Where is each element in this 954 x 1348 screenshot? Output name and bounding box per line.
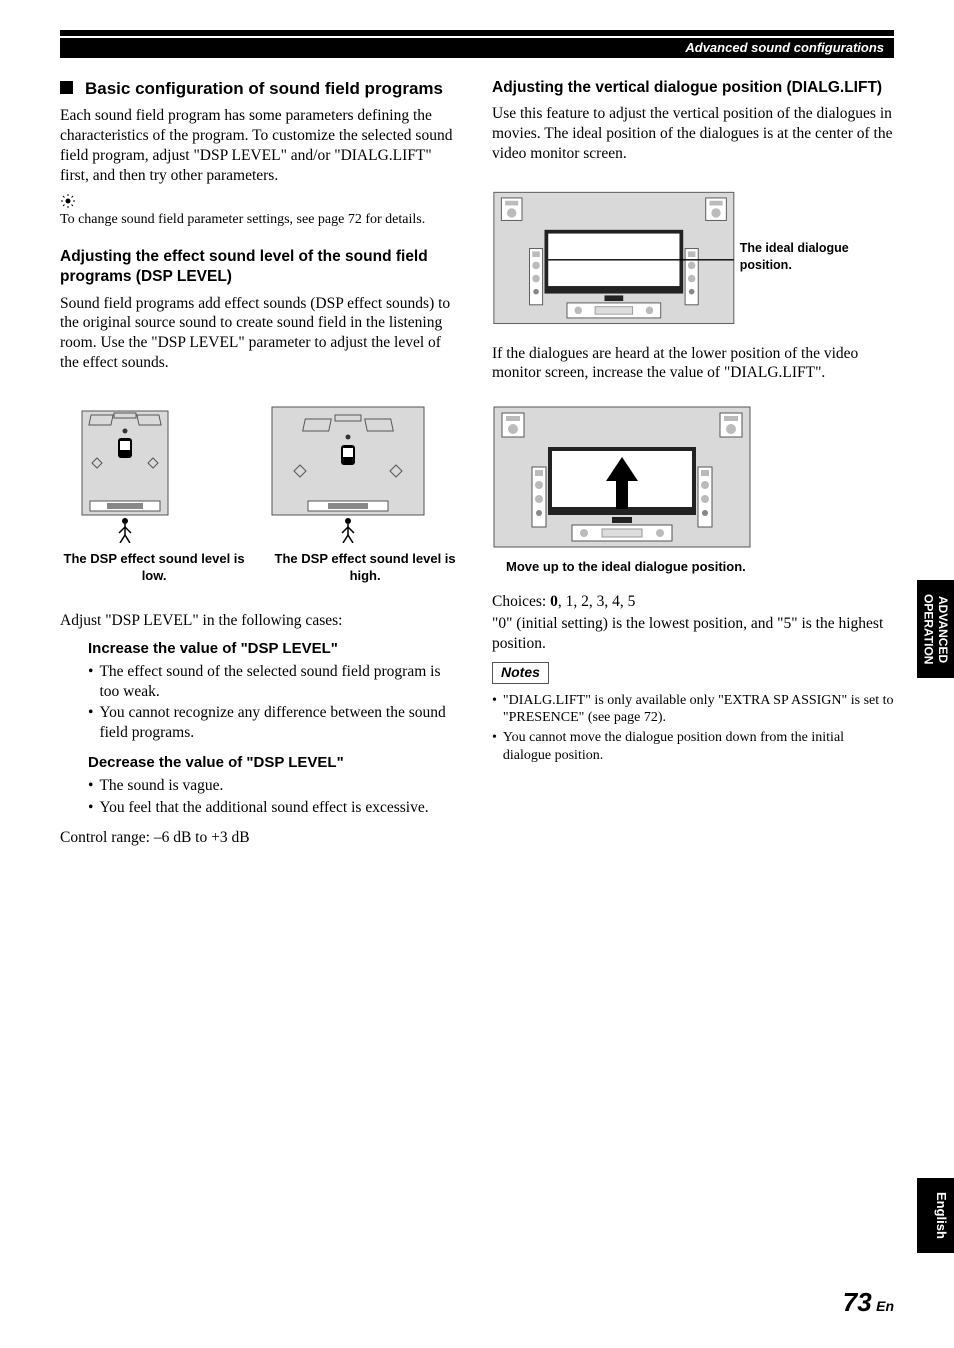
notes-label: Notes — [492, 662, 549, 684]
diagram-ideal-position — [492, 182, 736, 332]
notes-list: "DIALG.LIFT" is only available only "EXT… — [492, 692, 894, 766]
running-header: Advanced sound configurations — [60, 38, 894, 58]
section-bullet-icon — [60, 81, 73, 94]
right-column: Adjusting the vertical dialogue position… — [492, 78, 894, 856]
diagram-high: The DSP effect sound level is high. — [268, 403, 462, 585]
section-title: Basic configuration of sound field progr… — [85, 78, 443, 100]
intro-text: Each sound field program has some parame… — [60, 106, 462, 185]
decrease-heading: Decrease the value of "DSP LEVEL" — [88, 753, 458, 772]
dsp-heading: Adjusting the effect sound level of the … — [60, 247, 462, 287]
tip-icon — [60, 193, 462, 209]
dialg-heading: Adjusting the vertical dialogue position… — [492, 78, 894, 98]
list-item: You cannot recognize any difference betw… — [99, 703, 458, 743]
tab-advanced-operation: ADVANCEDOPERATION — [917, 580, 954, 678]
tip-note: To change sound field parameter settings… — [60, 211, 462, 229]
decrease-list: The sound is vague. You feel that the ad… — [88, 776, 458, 818]
increase-list: The effect sound of the selected sound f… — [88, 662, 458, 743]
dsp-body: Sound field programs add effect sounds (… — [60, 294, 462, 373]
tab-english: English — [917, 1178, 954, 1253]
diagram-low: The DSP effect sound level is low. — [60, 403, 248, 585]
control-range: Control range: –6 dB to +3 dB — [60, 828, 462, 848]
side-tabs: ADVANCEDOPERATION English — [917, 580, 954, 1253]
page-number: 73 En — [843, 1287, 894, 1318]
choices-body: "0" (initial setting) is the lowest posi… — [492, 614, 894, 654]
mid-body: If the dialogues are heard at the lower … — [492, 344, 894, 384]
list-item: You feel that the additional sound effec… — [99, 798, 428, 818]
list-item: "DIALG.LIFT" is only available only "EXT… — [503, 692, 894, 728]
diagram-annotation: The ideal dialogue position. — [740, 240, 894, 273]
diagram-high-caption: The DSP effect sound level is high. — [268, 551, 462, 585]
list-item: The sound is vague. — [99, 776, 223, 796]
choices-line: Choices: 0, 1, 2, 3, 4, 5 — [492, 592, 894, 612]
adjust-intro: Adjust "DSP LEVEL" in the following case… — [60, 611, 462, 631]
increase-heading: Increase the value of "DSP LEVEL" — [88, 639, 458, 658]
diagram-move-up — [492, 401, 752, 551]
left-column: Basic configuration of sound field progr… — [60, 78, 462, 856]
dialg-body: Use this feature to adjust the vertical … — [492, 104, 894, 163]
header-rule — [60, 30, 894, 36]
list-item: You cannot move the dialogue position do… — [503, 729, 894, 765]
list-item: The effect sound of the selected sound f… — [99, 662, 458, 702]
diagram2-caption: Move up to the ideal dialogue position. — [506, 559, 894, 576]
diagram-low-caption: The DSP effect sound level is low. — [60, 551, 248, 585]
